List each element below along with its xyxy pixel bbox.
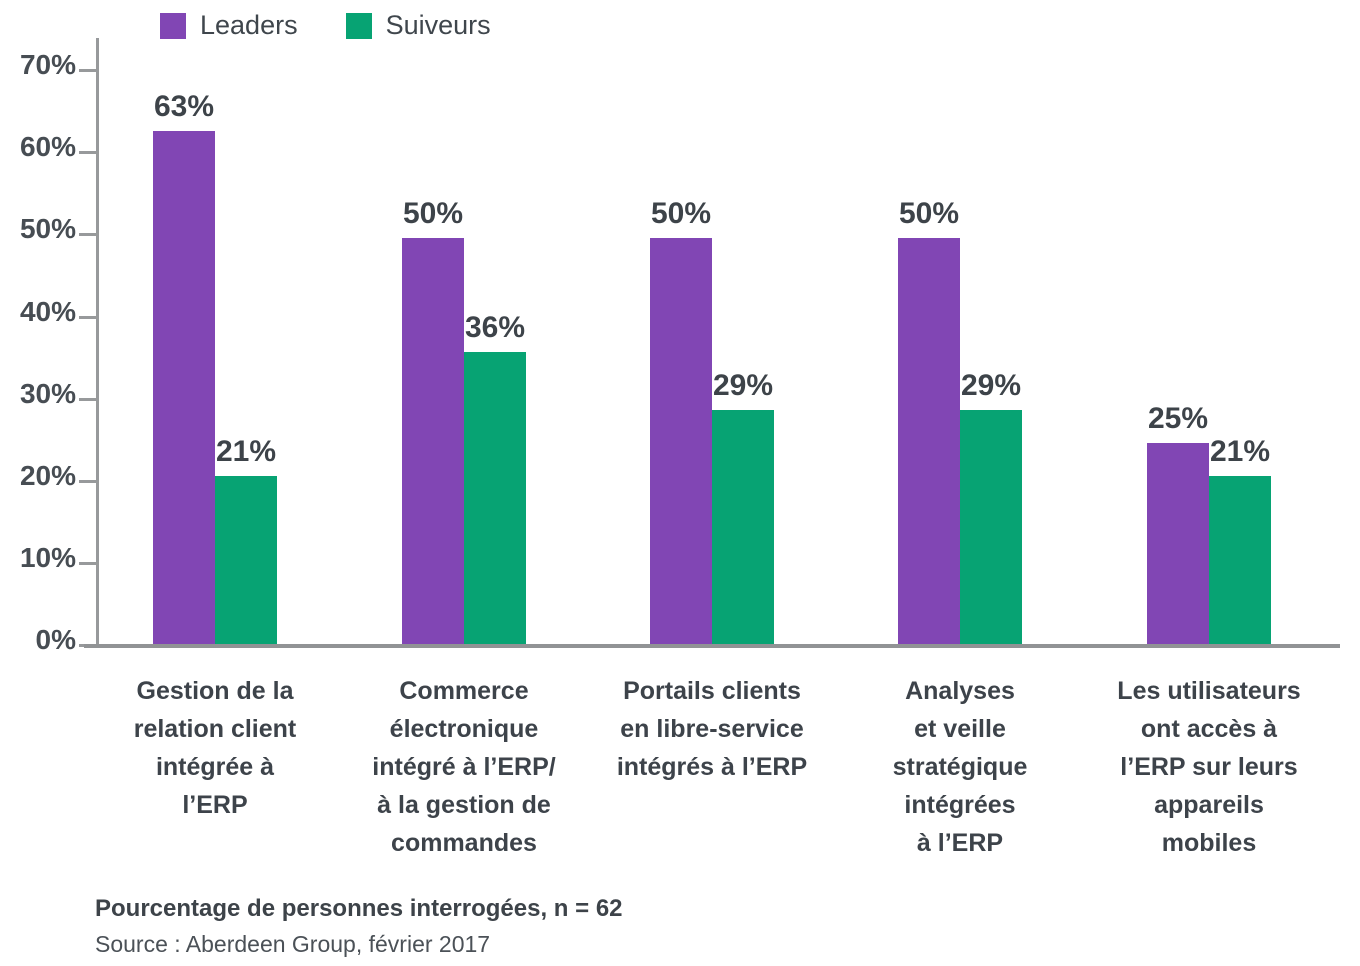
y-axis-tick-label: 20% <box>19 460 76 491</box>
bar-leaders-3 <box>650 237 712 648</box>
bar-leaders-4 <box>898 237 960 648</box>
y-axis-tick <box>79 562 97 565</box>
legend-label-leaders: Leaders <box>200 10 298 40</box>
y-axis-tick-label: 30% <box>19 378 76 409</box>
bar-suiveurs-1 <box>215 475 277 648</box>
bar-value-label: 36% <box>464 311 526 345</box>
bar-value-label: 29% <box>960 368 1022 402</box>
x-axis-category-label: Commerce électronique intégré à l’ERP/ à… <box>372 677 556 857</box>
chart-note: Pourcentage de personnes interrogées, n … <box>95 895 623 922</box>
x-axis-category-label: Les utilisateurs ont accès à l’ERP sur l… <box>1117 677 1301 857</box>
bar-leaders-1 <box>153 130 215 648</box>
bar-value-label: 21% <box>215 434 277 468</box>
bar-leaders-5 <box>1147 442 1209 648</box>
legend-item-leaders: Leaders <box>160 12 298 39</box>
y-axis-tick <box>79 316 97 319</box>
y-axis-tick <box>79 398 97 401</box>
chart-source: Source : Aberdeen Group, février 2017 <box>95 931 491 957</box>
bar-suiveurs-3 <box>712 409 774 648</box>
legend-item-suiveurs: Suiveurs <box>345 10 491 40</box>
bar-value-label: 50% <box>402 196 464 230</box>
y-axis-tick <box>79 233 97 236</box>
legend-label-suiveurs: Suiveurs <box>385 10 491 40</box>
bar-value-label: 63% <box>153 89 215 123</box>
y-axis-tick <box>79 151 97 154</box>
y-axis-tick <box>79 480 97 483</box>
y-axis-tick-label: 50% <box>19 213 76 244</box>
suiveurs-swatch-icon <box>345 12 372 39</box>
legend: Leaders Suiveurs <box>160 12 491 39</box>
y-axis-tick-label: 70% <box>19 49 76 80</box>
y-axis-tick-label: 60% <box>19 131 76 162</box>
x-axis-category-label: Portails clients en libre-service intégr… <box>616 677 808 781</box>
bar-value-label: 50% <box>650 196 712 230</box>
y-axis-tick <box>79 69 97 72</box>
x-axis-category-label: Gestion de la relation client intégrée à… <box>133 677 297 819</box>
y-axis-line <box>96 38 99 648</box>
y-axis-tick-label: 10% <box>19 542 76 573</box>
bar-value-label: 50% <box>898 196 960 230</box>
bar-leaders-2 <box>402 237 464 648</box>
leaders-swatch-icon <box>160 12 186 39</box>
x-axis-category-label: Analyses et veille stratégique intégrées… <box>892 677 1028 857</box>
x-axis-line <box>84 644 1340 648</box>
y-axis-tick-label: 40% <box>19 296 76 327</box>
bar-value-label: 25% <box>1147 401 1209 435</box>
y-axis-tick-label: 0% <box>35 624 76 655</box>
bar-value-label: 29% <box>712 368 774 402</box>
bar-suiveurs-4 <box>960 409 1022 648</box>
bar-value-label: 21% <box>1209 434 1271 468</box>
bar-suiveurs-5 <box>1209 475 1271 648</box>
bar-suiveurs-2 <box>464 352 526 648</box>
